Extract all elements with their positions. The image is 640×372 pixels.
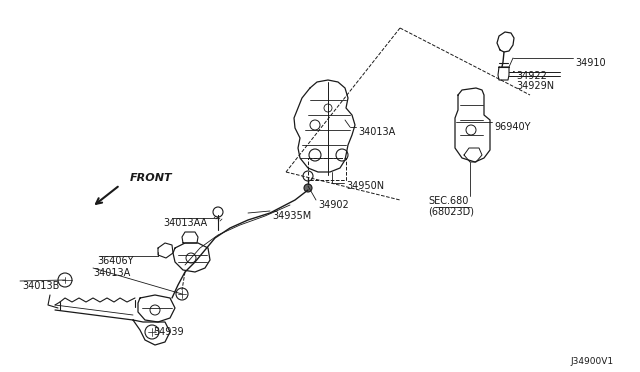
Circle shape [304,184,312,192]
Text: 96940Y: 96940Y [494,122,531,132]
Text: 34013A: 34013A [93,268,131,278]
Text: 34935M: 34935M [272,211,311,221]
Text: J34900V1: J34900V1 [571,357,614,366]
Text: 34922: 34922 [516,71,547,81]
Text: 34902: 34902 [318,200,349,210]
Text: 34950N: 34950N [346,181,384,191]
Text: 34013B: 34013B [22,281,60,291]
Text: 34939: 34939 [153,327,184,337]
Text: 34013AA: 34013AA [163,218,207,228]
Text: (68023D): (68023D) [428,207,474,217]
Text: 34929N: 34929N [516,81,554,91]
Text: SEC.680: SEC.680 [428,196,468,206]
Text: 34910: 34910 [575,58,605,68]
Text: FRONT: FRONT [130,173,173,183]
Text: 34013A: 34013A [358,127,396,137]
Text: 36406Y: 36406Y [97,256,134,266]
Bar [308,158,346,180]
